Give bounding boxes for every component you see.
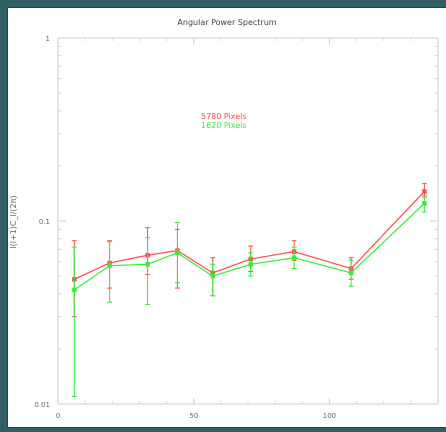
data-point (291, 255, 297, 260)
x-tick-label: 50 (189, 412, 198, 420)
data-point (210, 273, 215, 279)
y-tick-label: 0.01 (34, 401, 50, 409)
series-group (71, 183, 427, 318)
data-point (72, 287, 77, 293)
y-tick-label: 0.1 (39, 218, 50, 226)
data-point (175, 250, 180, 256)
series-layer (71, 183, 427, 397)
data-point (348, 270, 354, 276)
data-point (145, 262, 150, 267)
axis-ticks: 0 50 100 0.01 0.1 1 (34, 35, 438, 420)
chart-title: Angular Power Spectrum (177, 18, 276, 27)
chart-frame: Angular Power Spectrum 0 50 100 0.01 0.1 1 57… (8, 8, 446, 427)
legend-item: 5780 Pixels (201, 112, 247, 121)
legend-item: 1620 Pixels (201, 121, 247, 130)
power-spectrum-chart: Angular Power Spectrum 0 50 100 0.01 0.1 1 57… (9, 18, 439, 420)
y-axis-label: l(l+1)C_l/(2π) (9, 195, 18, 248)
y-tick-label: 1 (46, 35, 50, 43)
x-tick-label: 0 (56, 412, 60, 420)
data-point (107, 263, 112, 268)
data-point (422, 201, 427, 206)
data-point (422, 189, 427, 194)
series-group (71, 194, 427, 397)
data-point (248, 262, 253, 267)
x-tick-label: 100 (323, 412, 336, 420)
plot-frame (57, 37, 439, 405)
